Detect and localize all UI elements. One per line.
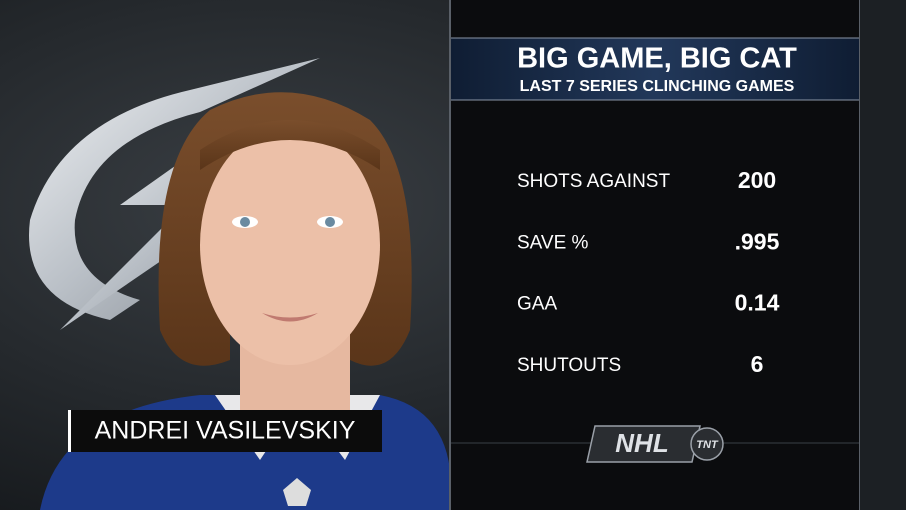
player-name: ANDREI VASILEVSKIY xyxy=(95,417,356,445)
network-logo: NHL TNT xyxy=(586,425,724,463)
stat-label: SHUTOUTS xyxy=(517,355,621,376)
stat-value: .995 xyxy=(735,228,780,254)
network-logo-text: TNT xyxy=(696,439,719,451)
name-plate xyxy=(68,410,382,452)
stat-value: 200 xyxy=(738,167,776,193)
stat-label: SAVE % xyxy=(517,232,589,253)
league-logo-text: NHL xyxy=(615,428,668,458)
stat-value: 0.14 xyxy=(735,290,780,316)
title: BIG GAME, BIG CAT xyxy=(517,43,797,75)
header-band xyxy=(451,38,859,100)
stat-value: 6 xyxy=(751,351,764,377)
right-strip xyxy=(860,0,906,510)
stats-table: SHOTS AGAINST 200 SAVE % .995 GAA 0.14 SHUTOUT… xyxy=(517,167,780,377)
subtitle: LAST 7 SERIES CLINCHING GAMES xyxy=(520,78,795,95)
stat-label: SHOTS AGAINST xyxy=(517,171,670,192)
name-plate-accent xyxy=(68,410,71,452)
stat-label: GAA xyxy=(517,294,557,315)
